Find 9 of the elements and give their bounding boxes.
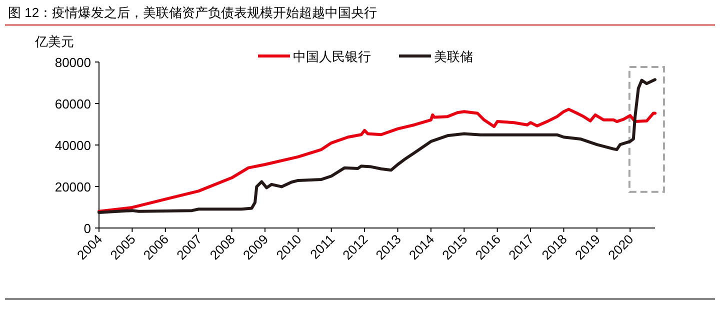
y-tick-label: 60000 xyxy=(54,96,91,112)
y-tick-label: 40000 xyxy=(54,138,91,153)
legend-label: 美联储 xyxy=(434,49,473,64)
y-tick-label: 0 xyxy=(84,221,91,236)
y-axis-title: 亿美元 xyxy=(34,34,74,49)
legend-label: 中国人民银行 xyxy=(293,49,371,64)
y-tick-label: 80000 xyxy=(54,55,91,70)
chart-title: 图 12：疫情爆发之后，美联储资产负债表规模开始超越中国央行 xyxy=(8,5,378,20)
y-tick-label: 20000 xyxy=(54,180,91,194)
